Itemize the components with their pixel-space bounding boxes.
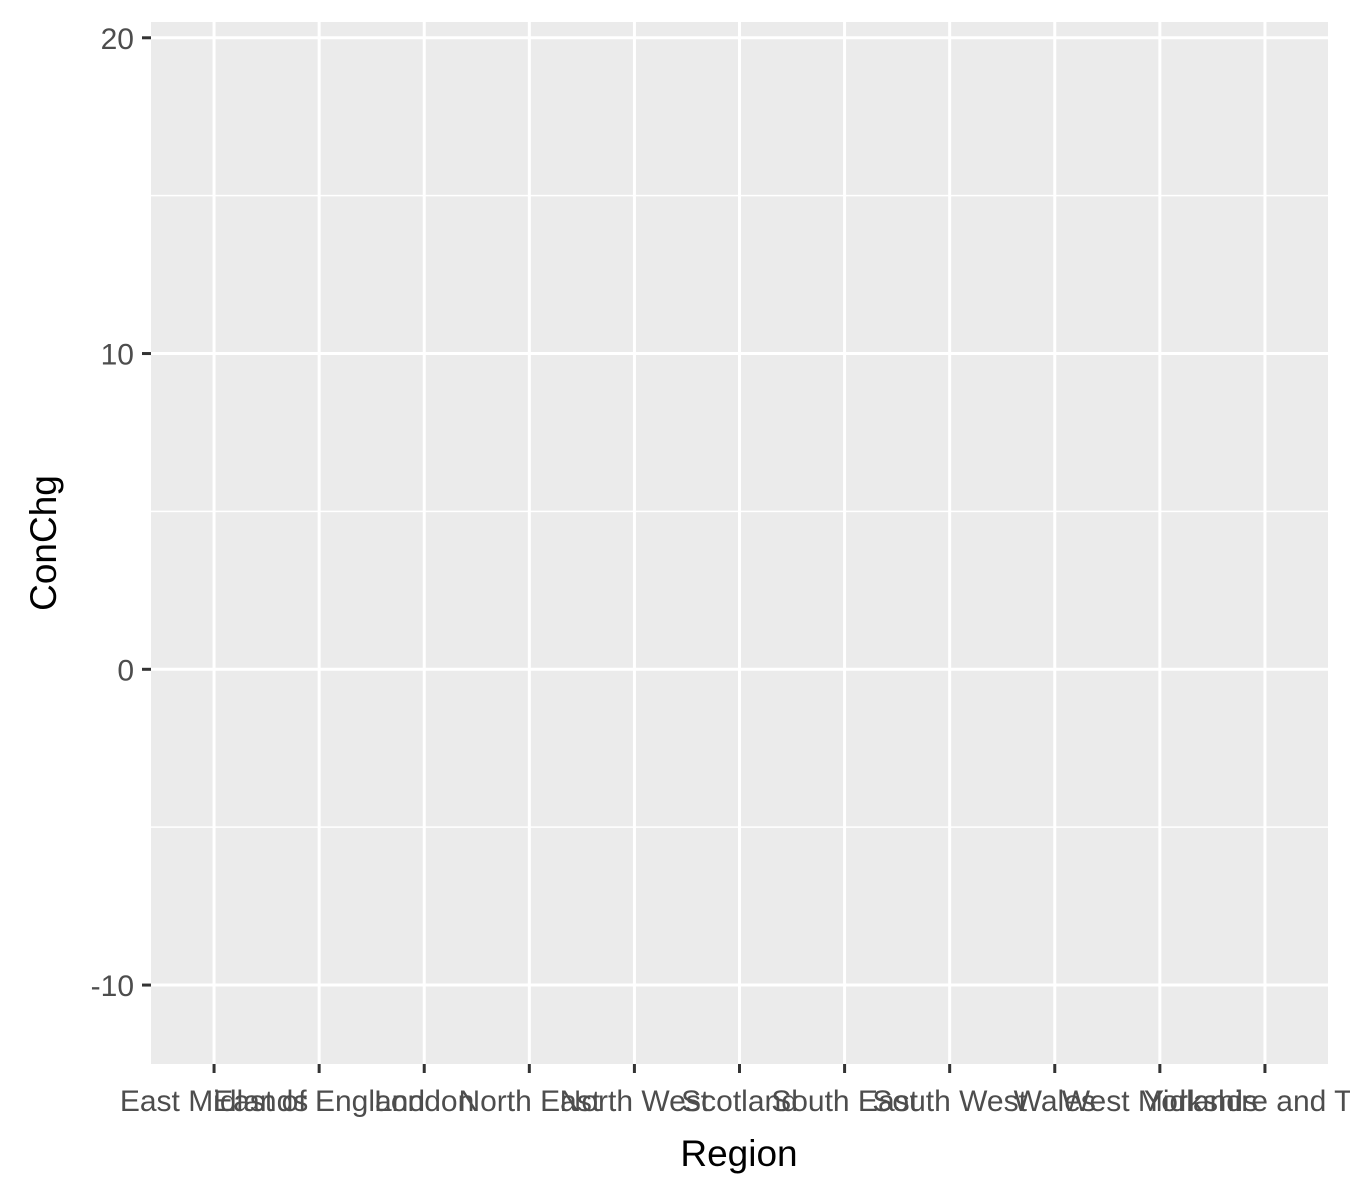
x-tick-label: South West <box>872 1085 1027 1118</box>
y-tick-label: 0 <box>117 654 134 687</box>
x-axis-title: Region <box>680 1133 797 1174</box>
y-axis: -10 0 10 20 <box>91 23 151 1003</box>
y-tick-label: 20 <box>101 23 134 56</box>
x-tick-label: East of England <box>213 1085 425 1118</box>
x-tick-label: London <box>374 1085 474 1118</box>
y-tick-label: 10 <box>101 339 134 372</box>
grid-major <box>151 22 1328 1064</box>
y-axis-title: ConChg <box>23 475 64 611</box>
x-tick-label: South East <box>771 1085 918 1118</box>
x-tick-label: Scotland <box>681 1085 798 1118</box>
x-tick-label: Yorkshire and The <box>1144 1085 1350 1118</box>
x-tick-label: Wales <box>1014 1085 1096 1118</box>
x-tick-label: West Midlands <box>1062 1085 1258 1118</box>
x-tick-label: North West <box>560 1085 710 1118</box>
x-tick-label: North East <box>458 1085 600 1118</box>
y-tick-label: -10 <box>91 970 134 1003</box>
x-tick-label: East Midlands <box>120 1085 308 1118</box>
